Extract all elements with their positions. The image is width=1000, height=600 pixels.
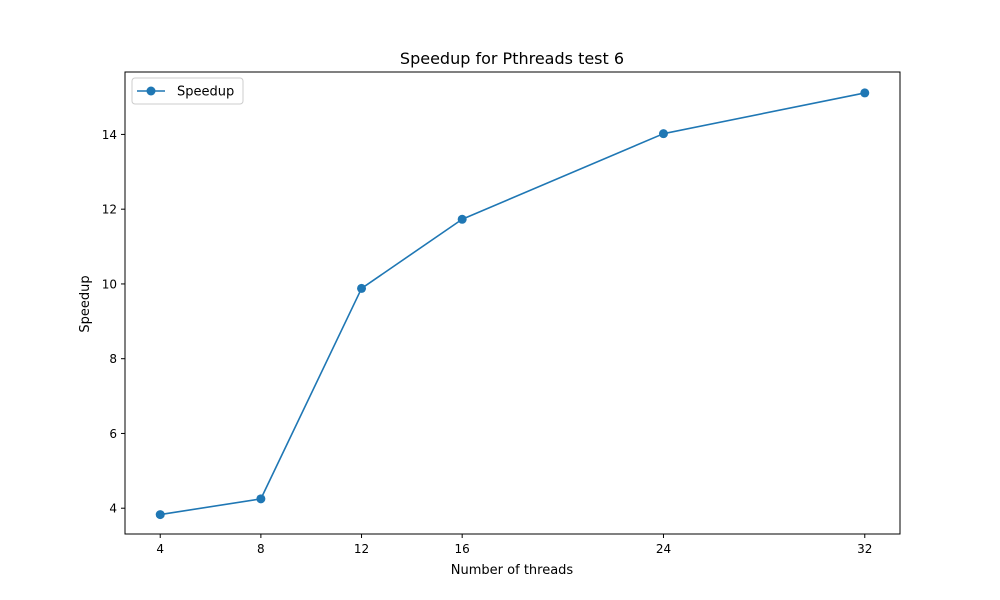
y-axis: 4 6 8 10 12 14 [102,128,125,516]
legend-box [131,77,244,105]
x-tick-label: 24 [656,542,671,556]
x-tick-label: 16 [455,542,470,556]
y-axis-label: Speedup [78,275,93,332]
series-line-speedup [160,92,865,516]
legend: Speedup [131,77,244,105]
x-tick-label: 8 [257,542,265,556]
legend-marker [146,86,156,96]
x-tick-label: 32 [857,542,872,556]
data-point [860,88,870,98]
y-tick-label: 12 [102,203,117,217]
legend-label: Speedup [177,85,234,100]
data-point [357,283,367,293]
series-layer [155,88,870,520]
data-point [457,214,467,224]
y-tick-label: 6 [109,427,117,441]
x-tick-label: 4 [156,542,164,556]
x-tick-label: 12 [354,542,369,556]
y-tick-label: 4 [109,502,117,516]
y-tick-label: 14 [102,128,117,142]
data-point [155,510,165,520]
chart-title: Speedup for Pthreads test 6 [400,49,624,68]
y-tick-label: 10 [102,277,117,291]
y-tick-label: 8 [109,352,117,366]
data-point [256,494,266,504]
plot-area-frame [124,71,901,535]
x-axis: 4 8 12 16 24 32 [156,534,872,556]
x-axis-label: Number of threads [451,563,574,578]
data-point [658,129,668,139]
